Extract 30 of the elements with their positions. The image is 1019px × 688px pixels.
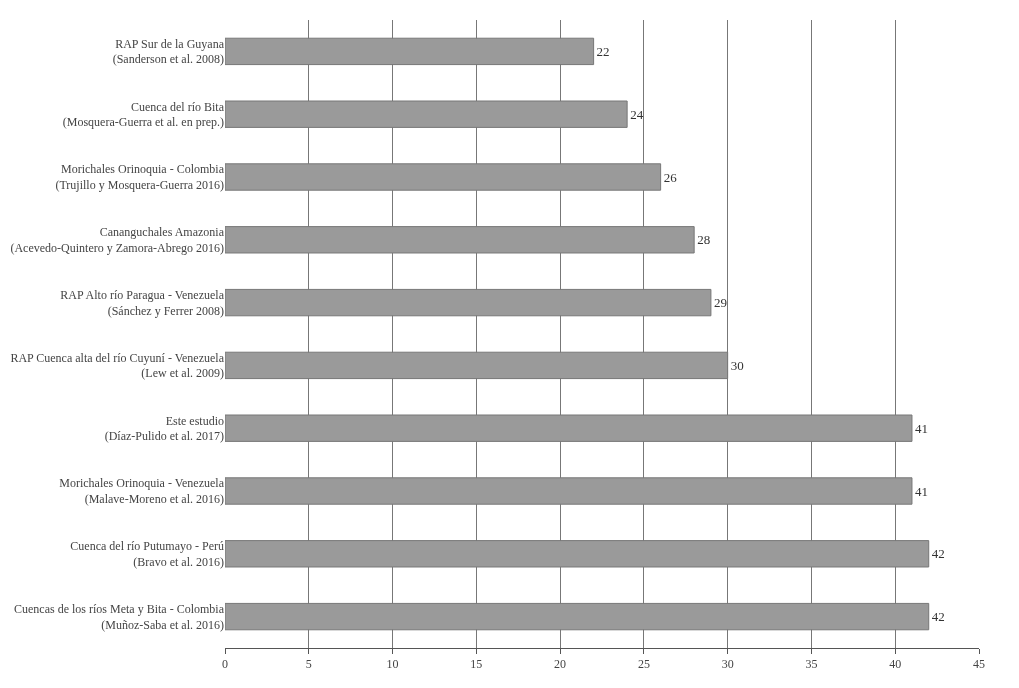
y-tick-label: Cuenca del río Putumayo - Perú (Bravo et al. 2016) bbox=[70, 539, 224, 569]
y-tick-label: RAP Sur de la Guyana (Sanderson et al. 2008) bbox=[112, 36, 225, 67]
y-tick-label: RAP Alto río Paragua - Venezuela (Sánchez y Ferrer 2008) bbox=[60, 288, 225, 318]
x-tick-label: 15 bbox=[470, 657, 483, 672]
data-label: 28 bbox=[697, 232, 711, 248]
y-tick-label: Morichales Orinoquia - Colombia (Trujillo y Mosquera-Guerra 2016) bbox=[55, 162, 225, 192]
x-tick-label: 20 bbox=[554, 657, 567, 672]
data-label: 24 bbox=[630, 106, 644, 122]
y-tick-label: Cuencas de los ríos Meta y Bita - Colombia (Muñoz-Saba et al. 2016) bbox=[14, 602, 225, 632]
data-label: 29 bbox=[713, 295, 727, 311]
y-tick-label: Este estudio (Díaz-Pulido et al. 2017) bbox=[104, 413, 224, 444]
x-tick-label: 0 bbox=[222, 657, 228, 672]
data-label: 41 bbox=[914, 483, 928, 499]
data-label: 30 bbox=[730, 357, 744, 373]
x-tick-label: 5 bbox=[305, 657, 312, 672]
x-tick-label: 35 bbox=[805, 657, 818, 672]
y-tick-label: RAP Cuenca alta del río Cuyuní - Venezuela (Lew et al. 2009) bbox=[10, 350, 225, 381]
data-label: 26 bbox=[663, 169, 678, 185]
data-label: 41 bbox=[914, 420, 928, 436]
x-tick-label: 25 bbox=[637, 657, 650, 672]
y-tick-label: Cuenca del río Bita (Mosquera-Guerra et al. en prep.) bbox=[62, 99, 225, 130]
x-tick-label: 10 bbox=[386, 657, 399, 672]
x-tick-label: 40 bbox=[889, 657, 902, 672]
data-label: 42 bbox=[931, 609, 945, 625]
y-tick-label: Morichales Orinoquia - Venezuela (Malave-Moreno et al. 2016) bbox=[59, 476, 225, 506]
x-tick-label: 30 bbox=[721, 657, 734, 672]
y-tick-label: Cananguchales Amazonia (Acevedo-Quintero y Zamora-Abrego 2016) bbox=[10, 225, 225, 255]
x-tick-label: 45 bbox=[973, 657, 985, 672]
data-label: 42 bbox=[931, 546, 945, 562]
data-label: 22 bbox=[596, 43, 610, 59]
